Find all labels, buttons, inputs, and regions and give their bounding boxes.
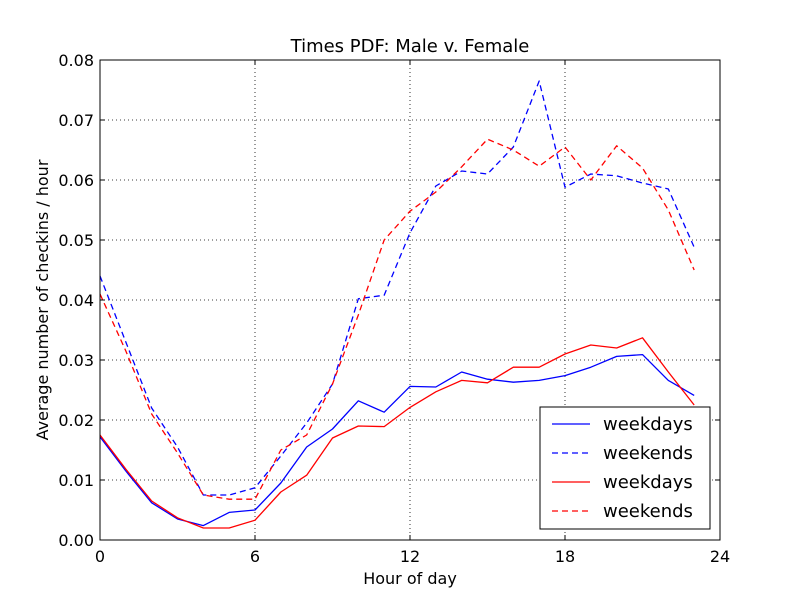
y-tick-label: 0.07 [58,111,94,130]
x-axis-label: Hour of day [363,569,457,588]
legend-label: weekends [603,443,693,464]
chart-title: Times PDF: Male v. Female [290,36,530,57]
x-tick-label: 24 [710,547,730,566]
legend-label: weekdays [603,472,693,493]
series-lines [99,80,695,529]
y-axis-label: Average number of checkins / hour [33,159,52,440]
axis-ticks: 0 6 12 18 24 0.00 0.01 0.02 0.03 0.04 0.05 0.06 0.07… [58,51,730,566]
x-tick-label: 0 [95,547,105,566]
legend-label: weekends [603,501,693,522]
y-tick-label: 0.05 [58,231,94,250]
y-tick-label: 0.04 [58,291,94,310]
legend-box [539,406,711,530]
y-tick-label: 0.06 [58,171,94,190]
y-tick-label: 0.01 [58,471,94,490]
series-line-4-weekends-dashed [99,138,695,500]
x-tick-label: 12 [400,547,420,566]
y-tick-label: 0.08 [58,51,94,70]
y-tick-label: 0.03 [58,351,94,370]
y-tick-label: 0.00 [58,531,94,550]
series-line-3-weekdays-solid [99,337,695,529]
legend-label: weekdays [603,414,693,435]
y-tick-label: 0.02 [58,411,94,430]
series-line-1-weekdays-solid [99,353,695,527]
legend: weekdays weekends weekdays weekends [539,406,711,530]
x-tick-label: 18 [555,547,575,566]
series-line-2-weekends-dashed [99,80,695,496]
x-tick-label: 6 [250,547,260,566]
